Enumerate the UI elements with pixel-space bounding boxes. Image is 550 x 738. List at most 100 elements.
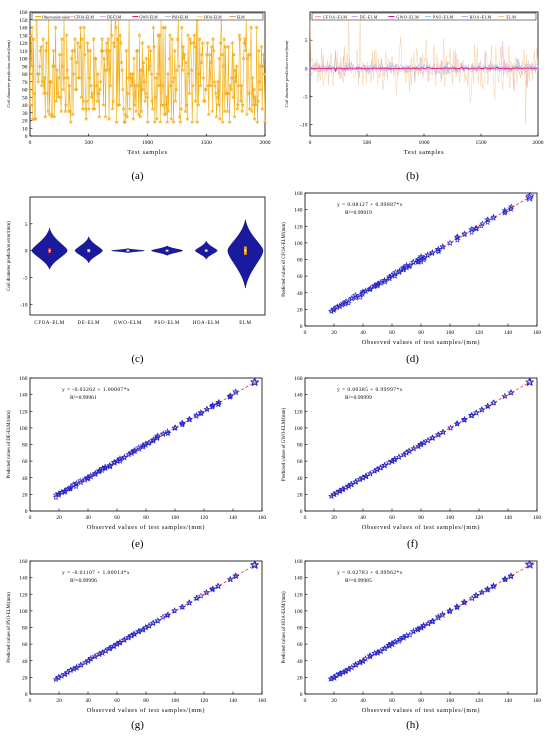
y-tick-label: 0 (300, 509, 303, 515)
x-tick-label: 60 (389, 698, 395, 704)
y-tick-label: 60 (297, 459, 303, 465)
category-label: DE-ELM (78, 321, 100, 326)
legend: CFOA-ELM DE-ELM GWO-ELM PSO-ELM HOA-ELM ELM (311, 12, 537, 21)
y-tick-label: 60 (297, 274, 303, 280)
chart-a: 0102030405060708090100110120130140150160… (6, 10, 271, 156)
y-tick-label: 0 (300, 324, 303, 330)
r-squared: R²=0.99985 (345, 578, 372, 584)
regression-equation: y = 0.00385 + 0.99997*x (337, 387, 403, 393)
x-tick-label: 120 (200, 515, 209, 521)
error-series-gwo-elm (309, 66, 539, 73)
y-tick-label: 120 (294, 409, 303, 415)
x-tick-label: 160 (533, 330, 542, 336)
x-tick-label: 100 (171, 698, 180, 704)
x-tick-label: 140 (229, 698, 238, 704)
y-tick-label: 130 (19, 33, 28, 39)
y-axis-label: Predicted values of DE-ELM/(mm) (7, 410, 12, 478)
y-tick-label: 20 (22, 492, 28, 498)
y-tick-label: 5 (305, 38, 308, 44)
y-tick-label: 0 (305, 66, 308, 72)
x-tick-label: 40 (85, 698, 91, 704)
y-tick-label: 80 (22, 626, 28, 632)
x-tick-label: 120 (475, 330, 484, 336)
fit-line (329, 564, 532, 681)
x-tick-label: 120 (475, 515, 484, 521)
r-squared: R²=0.99999 (345, 395, 372, 401)
category-label: ELM (239, 321, 251, 326)
legend-entry: DE-ELM (107, 16, 122, 20)
y-tick-label: 5 (25, 222, 28, 228)
panel-a: 0 10 20 30 40 50 60 70 80 90 100 110 120 130 140 150 160… (0, 0, 275, 185)
y-tick-label: 60 (297, 642, 303, 648)
x-tick-label: 20 (56, 698, 62, 704)
y-tick-label: 20 (22, 119, 28, 125)
x-axis-label: Observed values of test samples/(mm) (87, 524, 205, 531)
y-tick-label: 30 (22, 111, 28, 117)
y-tick-label: 120 (294, 224, 303, 230)
y-tick-label: 120 (294, 592, 303, 598)
panel-f: 0 20 40 60 80 100 120 140 160 0 20 40 60 80 100 120 140 1… (275, 370, 550, 555)
chart-c: -10 -5 0 5 Coil diameter prediction error/(m… (7, 196, 266, 326)
y-tick-label: 80 (297, 626, 303, 632)
x-tick-label: 20 (331, 515, 337, 521)
fit-line (329, 380, 532, 498)
r-squared: R²=0.99919 (345, 210, 372, 216)
legend-entry: GWO-ELM (139, 16, 158, 20)
x-tick-label: 0 (29, 515, 32, 521)
chart-e: 0 20 40 60 80 100 120 140 160 0 20 40 60 80 100 120 140 1… (7, 376, 266, 531)
y-axis-label: Predicted values of HOA-ELM/(mm) (282, 591, 287, 663)
x-tick-label: 40 (360, 698, 366, 704)
legend-entry: ELM (237, 16, 246, 20)
legend-entry: HOA-ELM (470, 15, 492, 20)
y-tick-label: 80 (22, 443, 28, 449)
scatter-points (52, 560, 260, 683)
x-tick-label: 40 (360, 330, 366, 336)
y-tick-label: 0 (300, 692, 303, 698)
r-squared: R²=0.99961 (70, 395, 97, 401)
x-tick-label: 20 (56, 515, 62, 521)
x-tick-label: 1500 (201, 140, 212, 146)
legend-entry: PSO-ELM (433, 15, 454, 20)
violin-median (87, 249, 90, 252)
x-tick-label: 100 (446, 330, 455, 336)
violin-median (127, 249, 129, 252)
y-tick-label: 20 (22, 675, 28, 681)
y-tick-label: 140 (19, 393, 28, 399)
y-tick-label: 100 (294, 426, 303, 432)
legend-entry: HOA-ELM (204, 16, 222, 20)
y-tick-label: 40 (297, 476, 303, 482)
observation-line (29, 15, 266, 123)
y-tick-label: 160 (19, 559, 28, 565)
caption-a: (a) (131, 170, 144, 182)
category-label: HOA-ELM (193, 321, 220, 326)
x-tick-label: 2000 (260, 140, 271, 146)
error-series-pso-elm (309, 62, 539, 76)
x-tick-label: 120 (200, 698, 209, 704)
y-tick-label: 100 (294, 241, 303, 247)
x-tick-label: 1500 (476, 140, 487, 146)
chart-g: 0 20 40 60 80 100 120 140 160 0 20 40 60 80 100 120 140 1… (7, 559, 266, 714)
caption-f: (f) (407, 538, 418, 550)
y-tick-label: 40 (22, 103, 28, 109)
y-tick-label: 140 (294, 576, 303, 582)
y-tick-label: -10 (20, 302, 28, 308)
x-tick-label: 100 (171, 515, 180, 521)
y-tick-label: 80 (297, 258, 303, 264)
y-tick-label: 100 (19, 426, 28, 432)
y-tick-label: 100 (19, 57, 28, 63)
panel-d: 0 20 40 60 80 100 120 140 160 0 20 40 60 80 100 120 140 1… (275, 185, 550, 370)
panel-h: 0 20 40 60 80 100 120 140 160 0 20 40 60 80 100 120 140 1… (275, 553, 550, 738)
y-tick-label: 20 (297, 675, 303, 681)
scatter-points (328, 377, 535, 500)
x-tick-label: 1000 (419, 140, 430, 146)
y-axis-label: Coil diameter prediction error/(mm) (7, 221, 12, 291)
y-tick-label: 110 (19, 49, 27, 55)
y-tick-label: 10 (22, 126, 28, 132)
x-tick-label: 2000 (533, 140, 544, 146)
violin-median (48, 249, 51, 252)
x-tick-label: 100 (446, 515, 455, 521)
y-tick-label: 40 (22, 476, 28, 482)
y-tick-label: 140 (19, 26, 28, 32)
category-label: PSO-ELM (154, 321, 180, 326)
y-tick-label: 40 (297, 291, 303, 297)
